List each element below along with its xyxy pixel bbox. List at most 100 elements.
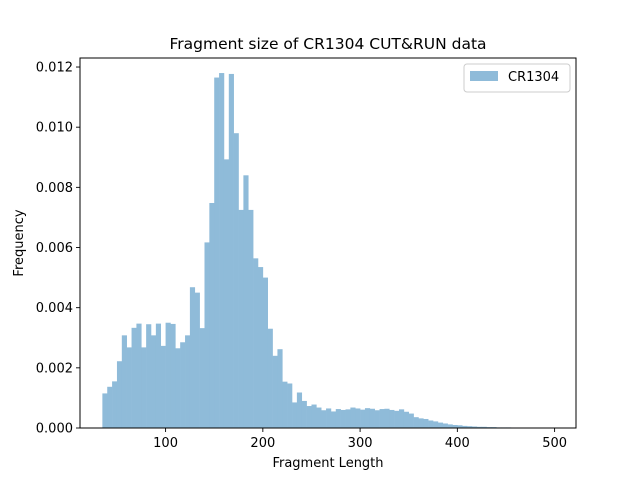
histogram-bar bbox=[253, 258, 259, 428]
histogram-bar bbox=[384, 408, 390, 428]
histogram-bar bbox=[151, 335, 157, 428]
histogram-bar bbox=[277, 349, 283, 428]
histogram-bar bbox=[311, 404, 317, 428]
x-tick-label: 200 bbox=[250, 436, 275, 451]
histogram-bar bbox=[316, 407, 322, 428]
legend-label-cr1304: CR1304 bbox=[508, 70, 559, 85]
histogram-bar bbox=[326, 408, 332, 428]
histogram-bar bbox=[481, 426, 487, 428]
x-tick-label: 100 bbox=[153, 436, 178, 451]
histogram-bar bbox=[243, 175, 249, 428]
x-tick-label: 300 bbox=[348, 436, 373, 451]
histogram-bar bbox=[418, 418, 424, 428]
histogram-bar bbox=[121, 335, 127, 428]
histogram-bar bbox=[399, 409, 405, 428]
y-axis-ticks: 0.000 0.002 0.004 0.006 0.008 0.010 0.012 bbox=[36, 61, 80, 437]
histogram-bar bbox=[257, 267, 264, 428]
histogram-bar bbox=[175, 348, 181, 428]
histogram-bar bbox=[155, 323, 162, 428]
x-tick-label: 400 bbox=[445, 436, 470, 451]
histogram-bar bbox=[476, 426, 482, 428]
histogram-bar bbox=[219, 73, 225, 428]
histogram-bar bbox=[413, 417, 419, 428]
histogram-bar bbox=[282, 381, 288, 428]
histogram-bar bbox=[189, 287, 196, 428]
histogram-bar bbox=[292, 402, 298, 428]
histogram-bar bbox=[180, 342, 186, 428]
histogram-bar bbox=[223, 159, 230, 428]
histogram-bar bbox=[355, 408, 361, 428]
histogram-bar bbox=[350, 407, 356, 428]
histogram-bar bbox=[335, 409, 341, 428]
histogram-bar bbox=[403, 411, 410, 428]
histogram-bar bbox=[214, 77, 220, 429]
histogram-bar bbox=[345, 409, 351, 428]
histogram-bar bbox=[437, 422, 444, 428]
legend-swatch-cr1304 bbox=[470, 71, 498, 81]
histogram-bar bbox=[360, 409, 366, 428]
histogram-bar bbox=[272, 355, 278, 428]
y-tick-label: 0.002 bbox=[36, 361, 73, 376]
histogram-bar bbox=[306, 406, 312, 428]
x-axis-label: Fragment Length bbox=[272, 456, 383, 471]
histogram-bar bbox=[146, 324, 152, 428]
histogram-bar bbox=[199, 328, 205, 428]
y-tick-label: 0.006 bbox=[36, 241, 73, 256]
histogram-bar bbox=[248, 209, 254, 428]
histogram-bar bbox=[408, 413, 414, 428]
histogram-bar bbox=[267, 328, 273, 428]
x-axis-ticks: 100 200 300 400 500 bbox=[153, 428, 567, 451]
histogram-bar bbox=[442, 423, 448, 428]
histogram-bar bbox=[340, 409, 346, 428]
histogram-bar bbox=[369, 408, 375, 428]
histogram-bar bbox=[457, 425, 463, 428]
plot-frame bbox=[79, 57, 577, 429]
y-tick-label: 0.010 bbox=[36, 121, 73, 136]
histogram-bar bbox=[447, 424, 453, 428]
histogram-bar bbox=[107, 386, 113, 428]
y-tick-label: 0.000 bbox=[36, 422, 73, 437]
histogram-bar bbox=[462, 425, 468, 428]
histogram-bar bbox=[194, 292, 200, 428]
histogram-bar bbox=[126, 347, 132, 428]
histogram-bar bbox=[330, 411, 337, 428]
histogram-bar bbox=[136, 323, 142, 428]
histogram-bar bbox=[287, 383, 293, 428]
bars-group bbox=[102, 73, 555, 429]
histogram-bar bbox=[433, 421, 439, 428]
histogram-bar bbox=[185, 335, 191, 428]
histogram-bar bbox=[233, 133, 239, 428]
legend: CR1304 bbox=[463, 63, 571, 93]
histogram-bar bbox=[428, 420, 434, 428]
histogram-bar bbox=[160, 345, 166, 428]
histogram-bar bbox=[165, 322, 171, 428]
histogram-bar bbox=[209, 202, 215, 428]
histogram-bar bbox=[112, 381, 118, 428]
y-tick-label: 0.012 bbox=[36, 61, 73, 76]
histogram-bar bbox=[262, 277, 268, 428]
histogram-bar bbox=[102, 393, 108, 428]
histogram-bar bbox=[467, 426, 473, 428]
histogram-bar bbox=[131, 327, 137, 428]
histogram-bar bbox=[389, 409, 395, 428]
histogram-bar bbox=[228, 73, 234, 428]
histogram-bar bbox=[238, 209, 244, 428]
y-tick-label: 0.008 bbox=[36, 181, 73, 196]
histogram-bar bbox=[296, 392, 303, 428]
histogram-bar bbox=[116, 361, 123, 428]
histogram-bar bbox=[204, 242, 210, 428]
histogram-bar bbox=[394, 410, 400, 428]
histogram-bar bbox=[321, 410, 327, 428]
histogram-bar bbox=[471, 426, 478, 428]
chart-title: Fragment size of CR1304 CUT&RUN data bbox=[169, 35, 486, 53]
y-tick-label: 0.004 bbox=[36, 301, 73, 316]
histogram-bar bbox=[423, 418, 429, 428]
histogram-bar bbox=[141, 347, 147, 428]
histogram-bar bbox=[374, 410, 380, 428]
histogram-bar bbox=[301, 400, 307, 428]
histogram-bar bbox=[452, 424, 458, 428]
histogram-bar bbox=[379, 409, 385, 428]
histogram-bar bbox=[170, 323, 176, 428]
